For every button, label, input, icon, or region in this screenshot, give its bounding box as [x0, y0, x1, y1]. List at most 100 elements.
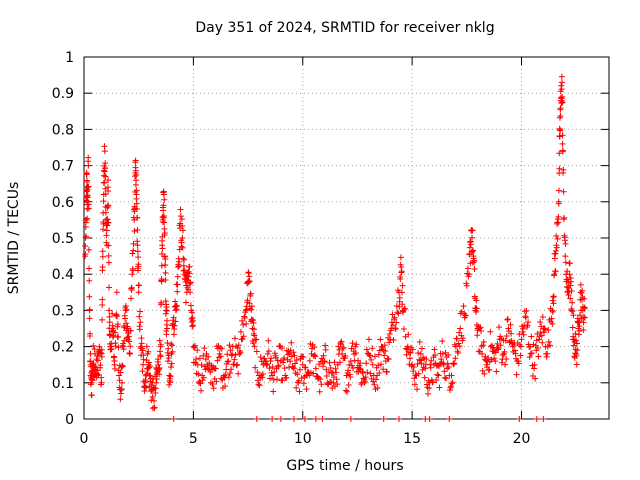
data-point [425, 377, 432, 384]
data-point [327, 365, 334, 372]
data-point [295, 377, 302, 384]
data-point [246, 273, 253, 280]
data-point [180, 267, 187, 274]
data-point [532, 375, 539, 382]
data-point [110, 332, 117, 339]
data-point [526, 354, 533, 361]
data-point [418, 345, 425, 352]
data-point [445, 363, 452, 370]
data-point [315, 375, 322, 382]
data-point [164, 339, 171, 346]
data-point [161, 196, 168, 203]
data-point [564, 268, 571, 275]
data-point [296, 388, 303, 395]
data-point [415, 370, 422, 377]
x-tick-label: 0 [80, 431, 89, 447]
data-point [176, 222, 183, 229]
data-point [241, 314, 248, 321]
data-point [274, 376, 281, 383]
data-point [507, 321, 514, 328]
data-point [148, 397, 155, 404]
data-point [270, 376, 277, 383]
data-point [547, 305, 554, 312]
data-point [245, 269, 252, 276]
data-point [143, 371, 150, 378]
data-point [543, 353, 550, 360]
data-point [528, 333, 535, 340]
data-point [126, 350, 133, 357]
data-point [321, 358, 328, 365]
data-point [375, 351, 382, 358]
data-point [567, 295, 574, 302]
data-point [155, 356, 162, 363]
data-point [501, 348, 508, 355]
data-point [140, 356, 147, 363]
data-point [566, 260, 573, 267]
data-point [91, 346, 98, 353]
data-point [523, 307, 530, 314]
data-point [135, 254, 142, 261]
y-tick-label: 0.5 [52, 231, 74, 247]
data-point [469, 227, 476, 234]
data-point [450, 361, 457, 368]
data-point [289, 363, 296, 370]
data-point [534, 344, 541, 351]
data-point [162, 269, 169, 276]
data-point [545, 326, 552, 333]
data-point [491, 348, 498, 355]
data-point [420, 364, 427, 371]
data-point [552, 268, 559, 275]
data-point [558, 86, 565, 93]
data-point [184, 276, 191, 283]
data-point [414, 386, 421, 393]
data-point [573, 361, 580, 368]
data-point [542, 326, 549, 333]
data-point [381, 342, 388, 349]
data-point [189, 323, 196, 330]
data-point [323, 372, 330, 379]
data-point [127, 327, 134, 334]
data-point [524, 322, 531, 329]
data-point [453, 335, 460, 342]
data-point [218, 345, 225, 352]
data-point [120, 346, 127, 353]
data-point [263, 361, 270, 368]
data-point [460, 303, 467, 310]
data-point [508, 330, 515, 337]
data-point [83, 171, 90, 178]
data-point [182, 299, 189, 306]
data-point [131, 227, 138, 234]
data-point [160, 207, 167, 214]
data-point [549, 320, 556, 327]
data-point [554, 235, 561, 242]
zero-point [533, 416, 540, 422]
data-point [561, 214, 568, 221]
data-point [549, 308, 556, 315]
data-point [102, 165, 109, 172]
data-point [189, 309, 196, 316]
data-point [550, 293, 557, 300]
data-point [200, 352, 207, 359]
data-point [245, 279, 252, 286]
data-point [482, 353, 489, 360]
data-point [266, 365, 273, 372]
data-point [287, 358, 294, 365]
data-point [85, 183, 92, 190]
data-point [197, 380, 204, 387]
data-point [385, 334, 392, 341]
data-point [406, 355, 413, 362]
data-point [106, 307, 113, 314]
data-point [522, 313, 529, 320]
data-point [374, 384, 381, 391]
data-point [310, 370, 317, 377]
data-point [456, 343, 463, 350]
data-point [344, 388, 351, 395]
data-point [152, 385, 159, 392]
data-point [555, 200, 562, 207]
data-point [129, 250, 136, 257]
data-point [349, 340, 356, 347]
data-point [519, 328, 526, 335]
data-point [253, 348, 260, 355]
data-point [541, 325, 548, 332]
data-point [209, 380, 216, 387]
